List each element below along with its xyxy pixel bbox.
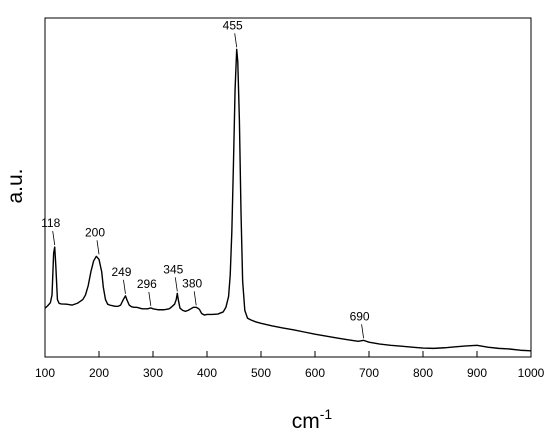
peak-leader-line — [361, 324, 364, 339]
peak-label: 200 — [85, 225, 105, 239]
peak-label: 380 — [182, 276, 202, 290]
y-axis-title: a.u. — [4, 168, 27, 203]
peak-label: 249 — [111, 265, 131, 279]
x-tick-label: 300 — [143, 366, 163, 380]
spectrum-line — [44, 48, 532, 352]
x-tick-label: 800 — [413, 366, 433, 380]
x-axis-title-superscript: -1 — [320, 406, 333, 422]
x-tick-label: 700 — [359, 366, 379, 380]
peak-leader-line — [96, 240, 100, 255]
peak-label: 345 — [163, 262, 183, 276]
x-axis-ticks — [44, 351, 532, 357]
peak-leader-line — [193, 291, 197, 306]
x-tick-label: 200 — [89, 366, 109, 380]
peak-label: 118 — [41, 216, 60, 230]
x-axis-title: cm-1 — [292, 406, 333, 433]
peak-leader-line — [123, 279, 126, 294]
peak-label: 296 — [137, 277, 157, 291]
x-tick-label: 100 — [35, 366, 55, 380]
x-tick-label: 400 — [197, 366, 217, 380]
peak-leader-line — [52, 230, 56, 246]
peak-label: 455 — [223, 18, 243, 32]
x-tick-label: 500 — [251, 366, 271, 380]
peak-leader-line — [234, 33, 238, 48]
peak-label: 690 — [350, 309, 370, 323]
x-tick-label: 600 — [305, 366, 325, 380]
peak-leader-line — [174, 277, 178, 292]
x-tick-label: 1000 — [518, 366, 545, 380]
plot-area-frame — [44, 17, 532, 358]
x-tick-label: 900 — [467, 366, 487, 380]
peak-leader-line — [148, 291, 152, 306]
x-axis-tick-labels: 100 200 300 400 500 600 700 800 900 1000 — [35, 366, 545, 380]
x-axis-title-base: cm — [292, 410, 320, 433]
